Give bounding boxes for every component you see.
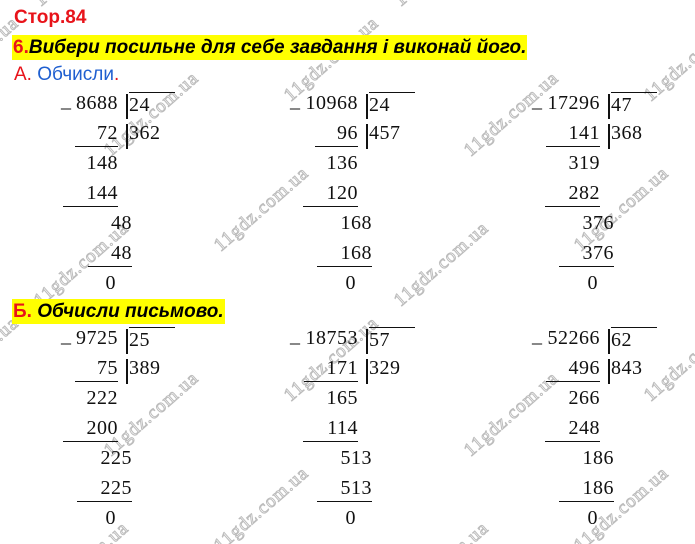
partial-remainder: 148 [86,152,118,174]
quotient: 362 [129,122,161,144]
partial-product: 282 [545,182,600,207]
partial-product: 200 [63,417,118,442]
division-bar [126,124,128,149]
partial-product: 496 [546,357,600,382]
division-bar [608,329,610,354]
page-number-header: Стор.84 [14,7,87,28]
division-bar [366,94,368,119]
watermark-text: 11gdz.com.ua [29,517,133,544]
division-bar [608,124,610,149]
task-text: Вибери посильне для себе завдання і вико… [28,37,527,58]
divisor: 62 [611,327,657,352]
partial-remainder: 376 [582,212,614,234]
remainder: 0 [105,272,116,294]
partial-product: 376 [559,242,614,267]
watermark-text: 11gdz.com.ua [569,462,673,544]
dividend: _ 8688 [61,90,118,114]
partial-product: 114 [303,417,358,442]
quotient: 368 [611,122,643,144]
divisor: 57 [369,327,415,352]
part-a-heading: А. Обчисли. [14,64,119,86]
watermark-text: 11gdz.com.ua [389,517,493,544]
partial-remainder: 266 [568,387,600,409]
partial-remainder: 48 [111,212,132,234]
watermark-text: 11gdz.com.ua [389,217,493,311]
part-b-label: Обчисли письмово. [37,301,224,322]
divisor: 24 [129,92,175,117]
task-heading: 6.Вибери посильне для себе завдання і ви… [12,35,528,60]
division-bar [366,329,368,354]
quotient: 329 [369,357,401,379]
partial-product: 248 [545,417,600,442]
part-a-dot: . [113,64,120,85]
dividend: _ 52266 [532,325,600,349]
partial-product: 513 [317,477,372,502]
division-bar [366,359,368,384]
remainder: 0 [345,272,356,294]
partial-product: 120 [303,182,358,207]
quotient: 843 [611,357,643,379]
division-bar [126,94,128,119]
divisor: 24 [369,92,415,117]
part-a-label: Обчисли [37,64,114,85]
division-bar [366,124,368,149]
partial-remainder: 186 [582,447,614,469]
partial-remainder: 136 [326,152,358,174]
quotient: 389 [129,357,161,379]
division-bar [126,359,128,384]
partial-product: 171 [304,357,358,382]
divisor: 47 [611,92,657,117]
partial-product: 75 [75,357,118,382]
part-b-heading: Б. Обчисли письмово. [12,299,225,324]
part-a-letter: А. [14,64,32,85]
partial-product: 96 [315,122,358,147]
partial-remainder: 513 [340,447,372,469]
watermark-text: 11gdz.com.ua [209,462,313,544]
partial-remainder: 165 [326,387,358,409]
remainder: 0 [587,507,598,529]
partial-product: 141 [546,122,600,147]
partial-remainder: 168 [340,212,372,234]
partial-product: 48 [88,242,132,267]
partial-product: 168 [317,242,372,267]
division-bar [608,94,610,119]
partial-product: 144 [63,182,118,207]
division-bar [608,359,610,384]
remainder: 0 [105,507,116,529]
dividend: _ 10968 [290,90,358,114]
partial-product: 225 [77,477,132,502]
watermark-text: 11gdz.com.ua [209,162,313,256]
quotient: 457 [369,122,401,144]
partial-product: 72 [75,122,118,147]
partial-remainder: 225 [100,447,132,469]
partial-remainder: 319 [568,152,600,174]
divisor: 25 [129,327,175,352]
dividend: _ 9725 [61,325,118,349]
partial-product: 186 [559,477,614,502]
watermark-text: 11gdz.com.ua [389,0,493,12]
part-b-letter: Б. [13,301,32,322]
dividend: _ 18753 [290,325,358,349]
remainder: 0 [345,507,356,529]
division-bar [126,329,128,354]
remainder: 0 [587,272,598,294]
partial-remainder: 222 [86,387,118,409]
task-number: 6. [13,37,29,58]
dividend: _ 17296 [532,90,600,114]
